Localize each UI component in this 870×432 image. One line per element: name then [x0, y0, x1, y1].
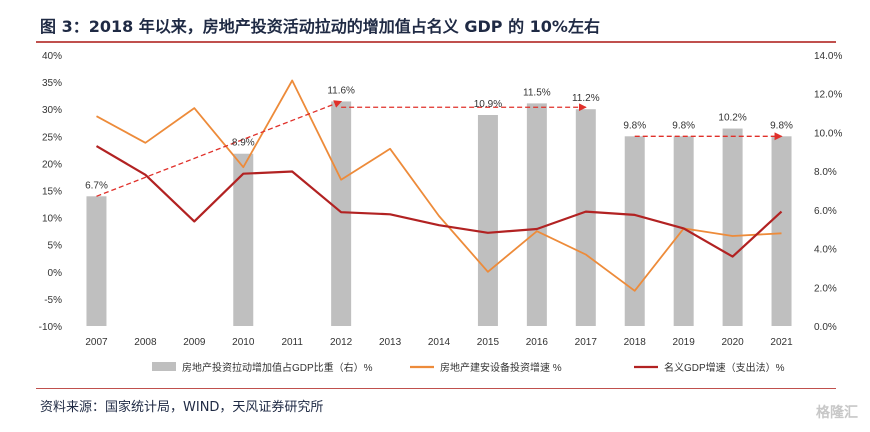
bar — [575, 109, 596, 326]
legend-label: 房地产投资拉动增加值占GDP比重（右）% — [182, 361, 373, 374]
legend: 房地产投资拉动增加值占GDP比重（右）% 房地产建安设备投资增速 % 名义GDP增速… — [152, 361, 785, 374]
right-axis-tick-label: 0.0% — [814, 322, 837, 333]
bar — [477, 115, 498, 326]
bar — [722, 128, 743, 326]
x-axis-tick-label: 2009 — [183, 337, 206, 348]
left-axis-tick-label: 15% — [42, 187, 62, 198]
right-axis-tick-label: 4.0% — [814, 245, 837, 256]
combo-chart: -10% -5% 0% 5% 10% 15% 20% 25% 30% 35% 40% 0.0% 2.0… — [39, 51, 843, 374]
bar-data-label: 9.8% — [623, 120, 646, 131]
legend-label: 房地产建安设备投资增速 % — [440, 361, 562, 374]
bar-data-label: 9.8% — [770, 120, 793, 131]
x-axis-tick-label: 2008 — [134, 337, 157, 348]
x-axis-tick-label: 2017 — [575, 337, 598, 348]
legend-swatch-bar — [152, 362, 176, 371]
bar — [526, 103, 547, 327]
bar-data-label: 10.9% — [474, 99, 502, 110]
x-axis-tick-label: 2007 — [85, 337, 108, 348]
right-axis-tick-label: 12.0% — [814, 90, 842, 101]
bar — [233, 153, 254, 326]
x-axis-tick-label: 2020 — [721, 337, 744, 348]
title-divider — [36, 41, 836, 43]
watermark-logo: 格隆汇 — [816, 405, 858, 421]
bar-data-label: 11.5% — [523, 87, 551, 98]
bar-data-label: 11.2% — [572, 93, 600, 104]
x-axis-tick-label: 2010 — [232, 337, 255, 348]
x-axis-tick-label: 2011 — [281, 337, 303, 348]
source-note: 资料来源：国家统计局，WIND，天风证券研究所 — [40, 400, 324, 415]
bar-data-label: 9.8% — [672, 120, 695, 131]
x-axis-tick-label: 2013 — [379, 337, 402, 348]
source-divider — [36, 388, 836, 389]
left-axis-tick-label: 35% — [42, 78, 62, 89]
left-axis-tick-label: 40% — [42, 51, 62, 62]
left-axis-tick-label: 10% — [42, 214, 62, 225]
left-axis-tick-label: 30% — [42, 105, 62, 116]
x-axis: 2007 2008 2009 2010 2011 2012 2013 2014 2015 2016… — [85, 337, 793, 348]
bar — [86, 196, 107, 326]
line-series — [95, 79, 783, 292]
x-axis-tick-label: 2018 — [624, 337, 647, 348]
bar-data-label: 10.2% — [718, 113, 746, 124]
x-axis-tick-label: 2014 — [428, 337, 451, 348]
left-axis-tick-label: -5% — [44, 295, 62, 306]
right-axis-tick-label: 6.0% — [814, 206, 837, 217]
bar-data-label: 8.9% — [232, 138, 255, 149]
left-axis: -10% -5% 0% 5% 10% 15% 20% 25% 30% 35% 40% — [39, 51, 62, 333]
bar — [624, 136, 645, 326]
x-axis-tick-label: 2015 — [477, 337, 500, 348]
bar-series — [86, 101, 792, 327]
bar-data-labels: 6.7% 8.9% 11.6% 10.9% 11.5% 11.2% 9.8% 9.8% 10.2… — [85, 85, 793, 191]
x-axis-tick-label: 2021 — [770, 337, 793, 348]
x-axis-tick-label: 2012 — [330, 337, 353, 348]
nominal-gdp-growth-line — [95, 145, 783, 258]
right-axis: 0.0% 2.0% 4.0% 6.0% 8.0% 10.0% 12.0% 14.0% — [814, 51, 842, 333]
left-axis-tick-label: 25% — [42, 132, 62, 143]
bar — [331, 101, 352, 326]
left-axis-tick-label: 20% — [42, 159, 62, 170]
trend-arrows — [96, 100, 783, 197]
investment-growth-line — [96, 79, 782, 292]
right-axis-tick-label: 2.0% — [814, 283, 837, 294]
left-axis-tick-label: 5% — [48, 241, 63, 252]
x-axis-tick-label: 2019 — [673, 337, 696, 348]
bar — [771, 136, 792, 326]
right-axis-tick-label: 10.0% — [814, 128, 842, 139]
figure-title: 图 3：2018 年以来，房地产投资活动拉动的增加值占名义 GDP 的 10%左… — [40, 17, 600, 36]
right-axis-tick-label: 8.0% — [814, 167, 837, 178]
trend-arrow — [96, 100, 343, 197]
bar — [673, 136, 694, 326]
bar-data-label: 11.6% — [327, 85, 355, 96]
right-axis-tick-label: 14.0% — [814, 51, 842, 62]
bar-data-label: 6.7% — [85, 180, 108, 191]
title-bar: 图 3：2018 年以来，房地产投资活动拉动的增加值占名义 GDP 的 10%左… — [0, 0, 870, 42]
legend-label: 名义GDP增速（支出法）% — [664, 361, 785, 374]
left-axis-tick-label: 0% — [48, 268, 63, 279]
x-axis-tick-label: 2016 — [526, 337, 549, 348]
left-axis-tick-label: -10% — [39, 322, 62, 333]
